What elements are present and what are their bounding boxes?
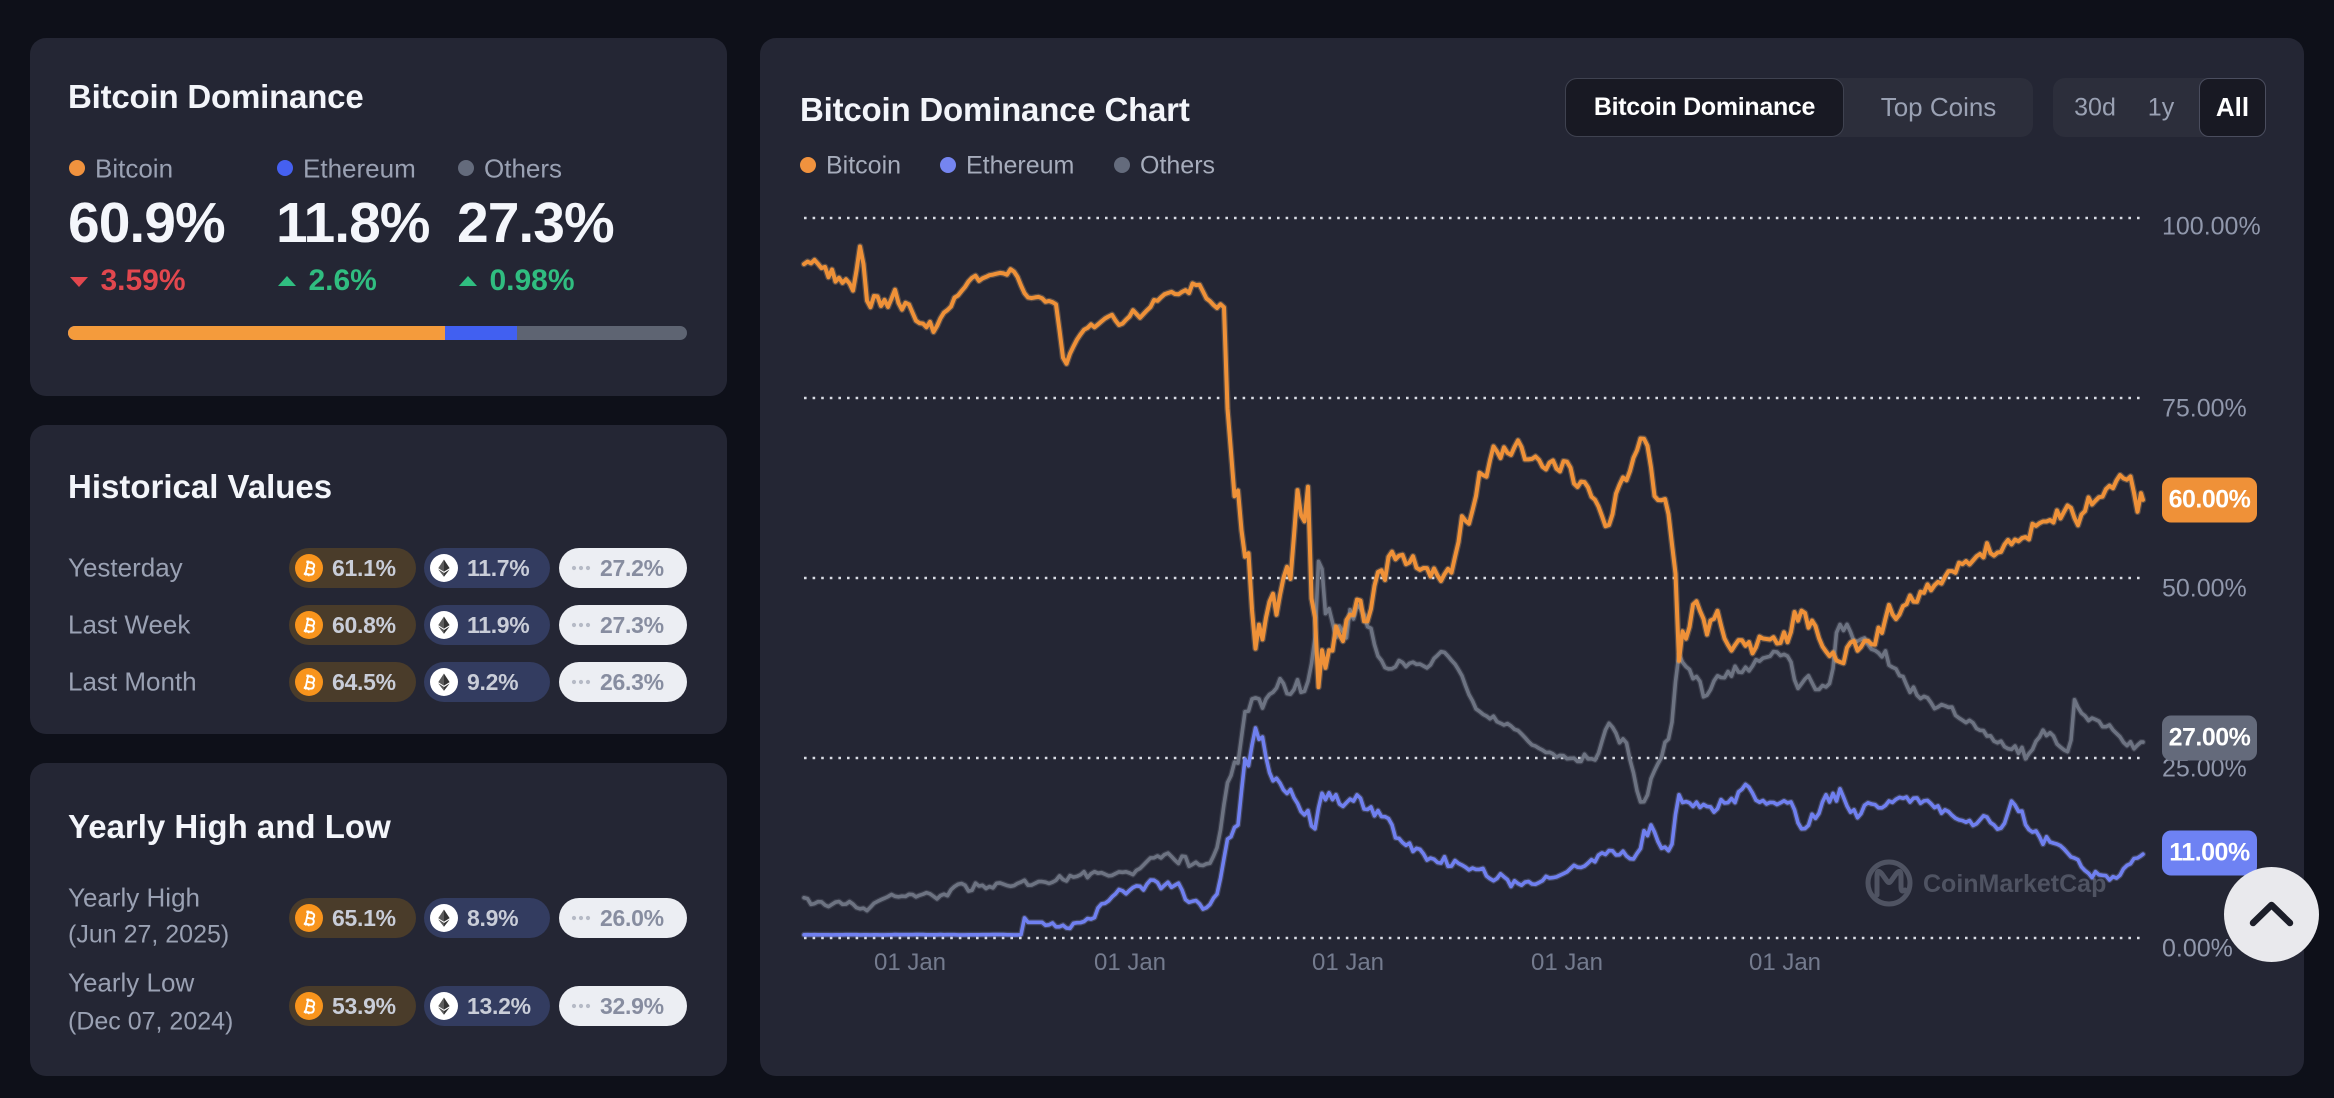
- svg-text:CoinMarketCap: CoinMarketCap: [1923, 870, 2106, 898]
